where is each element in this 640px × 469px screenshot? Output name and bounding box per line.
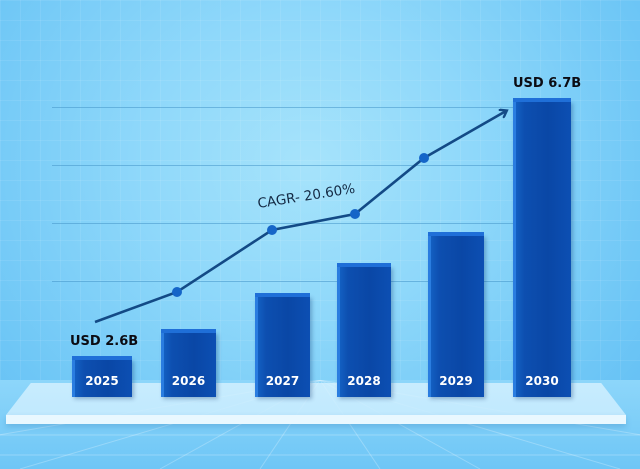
bar-year-label: 2025 bbox=[85, 374, 119, 388]
trend-marker-2026 bbox=[172, 287, 182, 297]
gridline bbox=[52, 281, 515, 282]
bar-year-label: 2029 bbox=[439, 374, 473, 388]
gridline bbox=[52, 165, 515, 166]
bar-2029: 2029 bbox=[428, 232, 484, 397]
bar-2028: 2028 bbox=[337, 263, 391, 397]
bar-year-label: 2028 bbox=[347, 374, 381, 388]
bar-2026: 2026 bbox=[161, 329, 216, 397]
bar-year-label: 2030 bbox=[525, 374, 559, 388]
bar-2027: 2027 bbox=[255, 293, 310, 397]
bar-year-label: 2026 bbox=[171, 374, 206, 388]
trend-marker-2029 bbox=[419, 153, 429, 163]
end-value-label: USD 6.7B bbox=[513, 76, 582, 91]
gridline bbox=[52, 107, 515, 108]
trend-marker-2028 bbox=[350, 209, 360, 219]
start-value-label: USD 2.6B bbox=[70, 334, 139, 349]
bar-2030: 2030 bbox=[513, 98, 571, 397]
bar-year-label: 2027 bbox=[265, 374, 300, 388]
gridline bbox=[52, 223, 515, 224]
trend-marker-2027 bbox=[267, 225, 277, 235]
platform-edge bbox=[6, 415, 626, 424]
bar-2025: 2025 bbox=[72, 356, 132, 397]
